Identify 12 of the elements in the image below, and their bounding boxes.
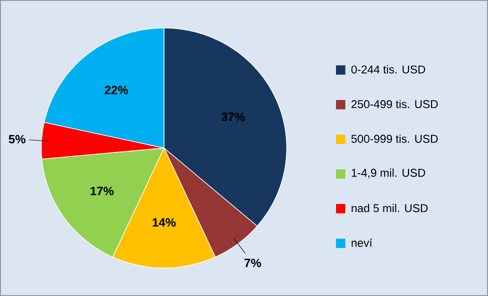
legend-label: 0-244 tis. USD: [351, 65, 426, 74]
data-label: 37%: [221, 112, 245, 122]
data-label: 7%: [244, 258, 262, 268]
data-label: 22%: [104, 86, 128, 94]
legend-label: neví: [352, 238, 372, 247]
legend-label: nad 5 mil. USD: [352, 204, 428, 212]
legend-label: 1-4,9 mil. USD: [352, 168, 426, 178]
data-label: 14%: [152, 218, 176, 227]
legend-label: 500-999 tis. USD: [351, 134, 438, 143]
data-label: 5%: [8, 134, 26, 144]
data-label: 17%: [90, 186, 114, 196]
legend-label: 250-499 tis. USD: [352, 100, 438, 108]
